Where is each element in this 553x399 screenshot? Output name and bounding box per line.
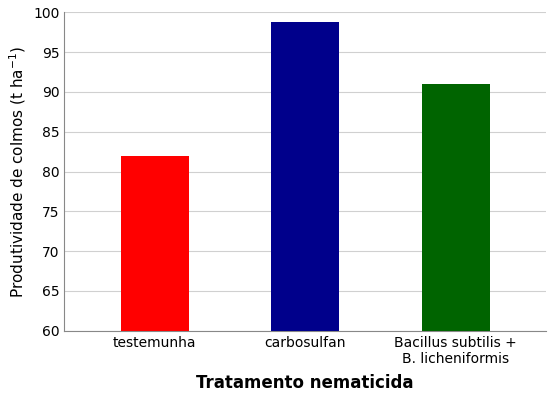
X-axis label: Tratamento nematicida: Tratamento nematicida — [196, 374, 414, 392]
Bar — [422, 84, 489, 399]
Bar — [121, 156, 189, 399]
Y-axis label: Produtividade de colmos (t ha$^{-1}$): Produtividade de colmos (t ha$^{-1}$) — [7, 45, 28, 298]
Bar — [272, 22, 339, 399]
